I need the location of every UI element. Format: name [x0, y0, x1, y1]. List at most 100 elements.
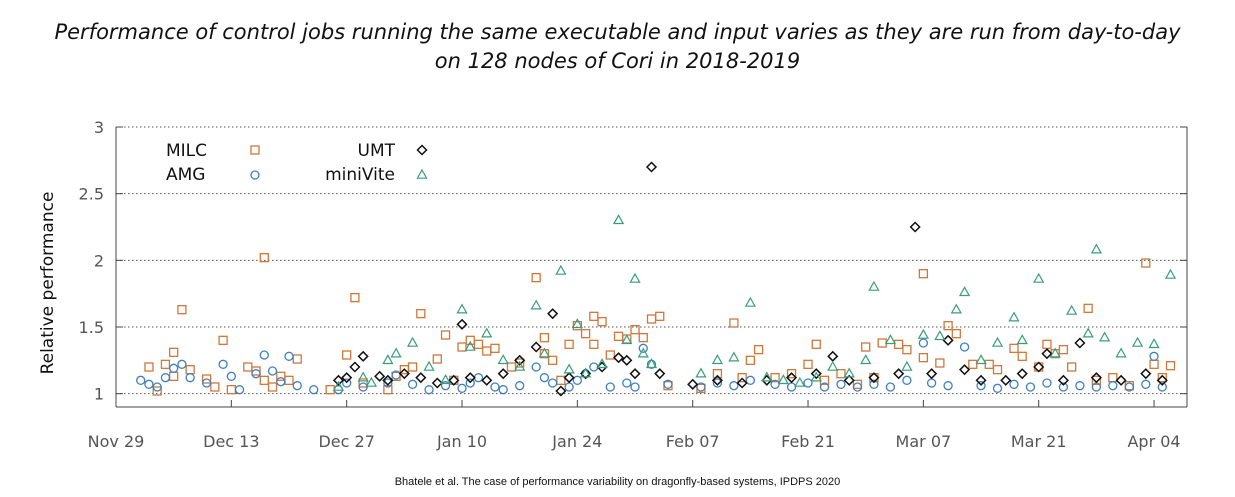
- data-point: [803, 378, 813, 388]
- data-point: [1042, 339, 1052, 349]
- chart-title: Performance of control jobs running the …: [0, 18, 1235, 76]
- data-point: [1082, 327, 1094, 338]
- data-point: [185, 373, 195, 383]
- y-tick-label: 3: [94, 118, 104, 137]
- x-tick-label: Dec 27: [318, 432, 374, 451]
- data-point: [383, 378, 393, 388]
- data-point: [959, 342, 970, 352]
- data-point: [160, 373, 171, 383]
- data-point: [234, 385, 245, 395]
- grid-lines: [116, 126, 1187, 395]
- data-point: [357, 371, 369, 382]
- data-point: [342, 378, 352, 388]
- x-tick-label: Feb 07: [666, 432, 720, 451]
- data-point: [630, 325, 640, 335]
- data-point: [292, 381, 302, 391]
- data-point: [696, 382, 706, 392]
- data-point: [918, 269, 929, 279]
- data-point: [406, 336, 419, 347]
- data-point: [342, 350, 352, 360]
- data-point: [284, 351, 294, 361]
- data-point: [1156, 374, 1168, 386]
- data-point: [645, 358, 658, 369]
- data-point: [630, 382, 640, 392]
- data-point: [951, 329, 961, 339]
- legend-label: AMG: [166, 165, 205, 185]
- data-point: [152, 382, 162, 392]
- data-point: [431, 377, 443, 389]
- data-point: [547, 378, 558, 388]
- source-credit: Bhatele et al. The case of performance v…: [394, 476, 841, 488]
- x-tick-label: Feb 21: [781, 432, 835, 451]
- y-tick-label: 1: [94, 385, 104, 404]
- data-point: [605, 350, 615, 360]
- data-point: [902, 375, 912, 385]
- data-point: [423, 360, 435, 371]
- data-point: [984, 359, 994, 369]
- data-point: [531, 273, 541, 283]
- data-point: [416, 309, 426, 319]
- data-point: [770, 379, 780, 389]
- data-point: [390, 347, 402, 358]
- data-point: [497, 368, 509, 380]
- data-point: [621, 334, 633, 345]
- data-point: [777, 374, 789, 385]
- data-point: [169, 371, 179, 381]
- data-point: [1108, 381, 1118, 391]
- data-point: [877, 338, 887, 348]
- data-point: [852, 379, 863, 389]
- data-point: [357, 350, 369, 362]
- data-point: [1057, 374, 1069, 386]
- data-point: [398, 368, 410, 380]
- data-point: [579, 367, 592, 378]
- legend-marker: [250, 145, 260, 155]
- data-point: [382, 374, 394, 386]
- data-point: [943, 381, 953, 391]
- data-point: [893, 368, 905, 380]
- data-point: [415, 372, 427, 384]
- data-point: [432, 354, 442, 364]
- data-point: [943, 321, 953, 331]
- data-point: [901, 360, 913, 371]
- data-point: [325, 385, 335, 395]
- data-point: [556, 375, 566, 385]
- data-point: [144, 362, 154, 372]
- data-point: [992, 383, 1003, 393]
- data-point: [803, 359, 813, 369]
- y-tick-label: 1.5: [79, 318, 104, 337]
- legend-marker: [250, 170, 260, 180]
- data-point: [613, 331, 624, 341]
- data-point: [959, 364, 971, 376]
- data-point: [439, 374, 452, 385]
- data-point: [473, 339, 484, 349]
- legend-label: MILC: [166, 141, 207, 161]
- data-point: [539, 373, 550, 383]
- data-point: [374, 370, 386, 382]
- data-point: [655, 311, 665, 321]
- data-point: [926, 368, 938, 380]
- data-point: [810, 371, 822, 382]
- data-point: [1025, 382, 1036, 392]
- data-point: [497, 354, 509, 365]
- data-point: [942, 334, 954, 346]
- data-point: [332, 380, 345, 391]
- data-point: [1083, 303, 1093, 313]
- data-point: [169, 347, 179, 357]
- data-point: [555, 385, 567, 397]
- data-point: [958, 286, 971, 297]
- data-point: [267, 382, 278, 392]
- data-point: [572, 375, 583, 385]
- data-point: [736, 377, 748, 389]
- data-point: [185, 365, 195, 375]
- data-point: [210, 382, 220, 392]
- data-point: [589, 311, 599, 321]
- data-point: [884, 334, 897, 345]
- data-point: [177, 305, 187, 315]
- data-point: [729, 318, 739, 328]
- data-point: [531, 362, 541, 372]
- data-point: [1016, 368, 1028, 380]
- data-point: [794, 376, 806, 387]
- data-point: [1075, 381, 1085, 391]
- data-point: [612, 352, 625, 364]
- data-point: [358, 382, 368, 392]
